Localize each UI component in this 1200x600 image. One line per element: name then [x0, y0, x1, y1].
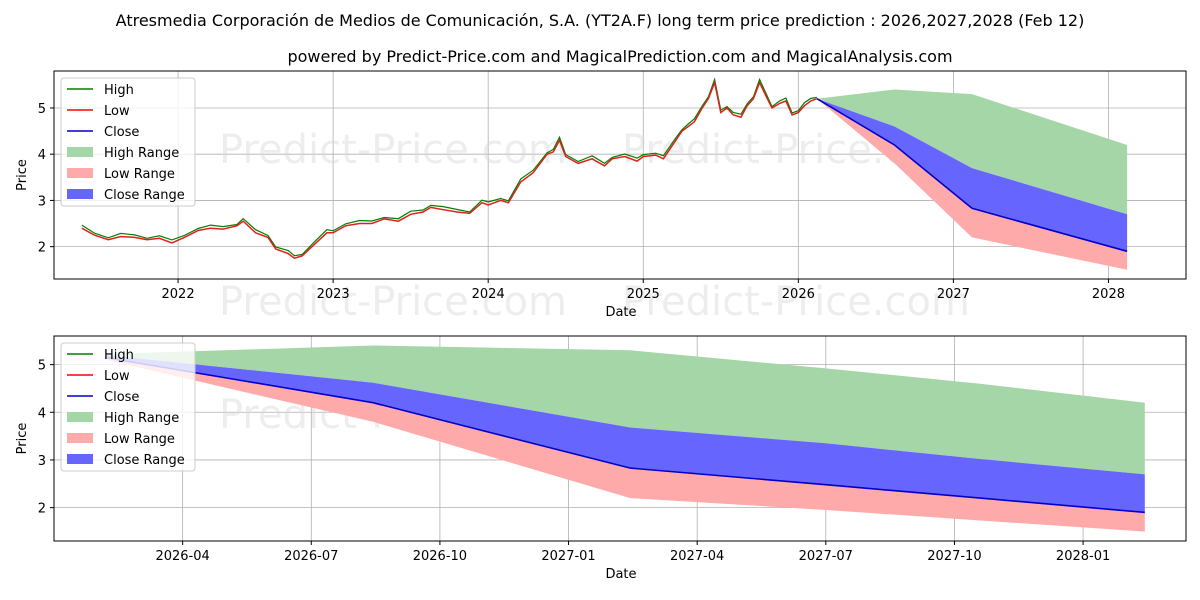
y-tick-label: 3	[38, 194, 46, 209]
high-history-line	[81, 77, 818, 257]
y-axis-label: Price	[15, 159, 30, 191]
x-tick-label: 2027	[937, 287, 970, 302]
legend-label: Close	[104, 125, 139, 140]
history-panel: Predict-Price.com Predict-Price.com Predic…	[15, 70, 1187, 325]
y-tick-label: 5	[38, 102, 46, 117]
high-range-band	[105, 345, 1145, 475]
watermark-text: Predict-Price.com	[219, 279, 567, 325]
plot-area	[81, 77, 1128, 270]
x-axis-label: Date	[605, 305, 636, 320]
plot-frame	[53, 335, 1187, 542]
high-range-band	[816, 89, 1128, 215]
x-tick-label: 2027-07	[799, 549, 853, 564]
legend-label: High	[104, 348, 134, 363]
legend-patch-swatch	[67, 433, 93, 443]
plot-frame	[53, 70, 1187, 280]
close-range-band	[105, 355, 1145, 513]
x-tick-label: 2028-01	[1056, 549, 1110, 564]
y-tick-label: 4	[38, 148, 46, 163]
x-tick-label: 2027-01	[541, 549, 595, 564]
x-tick-label: 2026	[782, 287, 815, 302]
x-tick-label: 2022	[162, 287, 195, 302]
watermark-text: Predict-Price.com	[622, 279, 970, 325]
legend-box	[60, 77, 196, 207]
x-tick-label: 2025	[627, 287, 660, 302]
plot-area	[105, 345, 1145, 532]
legend-patch-swatch	[67, 147, 93, 157]
y-tick-label: 5	[38, 359, 46, 374]
x-tick-label: 2026-10	[413, 549, 467, 564]
y-tick-label: 4	[38, 406, 46, 421]
y-axis-label: Price	[15, 423, 30, 455]
x-tick-label: 2024	[472, 287, 505, 302]
x-tick-label: 2027-04	[670, 549, 724, 564]
legend-patch-swatch	[67, 454, 93, 464]
legend-label: Close	[104, 390, 139, 405]
legend-label: Low	[104, 104, 130, 119]
chart-title: Atresmedia Corporación de Medios de Comu…	[116, 11, 1085, 30]
legend-patch-swatch	[67, 412, 93, 422]
x-tick-label: 2026-04	[155, 549, 209, 564]
legend-label: High Range	[104, 146, 179, 161]
x-tick-label: 2023	[317, 287, 350, 302]
close-range-band	[816, 98, 1128, 252]
legend-box	[60, 342, 196, 472]
y-tick-label: 3	[38, 454, 46, 469]
legend-label: Low Range	[104, 167, 175, 182]
legend-label: Low Range	[104, 432, 175, 447]
legend-label: High Range	[104, 411, 179, 426]
x-axis-label: Date	[605, 567, 636, 582]
chart-subtitle: powered by Predict-Price.com and Magical…	[287, 47, 952, 66]
forecast-panel: Predict-Price.comPredict-Price.com2026-0…	[15, 335, 1187, 582]
x-tick-label: 2028	[1092, 287, 1125, 302]
legend-label: Low	[104, 369, 130, 384]
close-forecast-line	[105, 356, 1145, 514]
y-tick-label: 2	[38, 502, 46, 517]
legend-patch-swatch	[67, 168, 93, 178]
legend-label: Close Range	[104, 453, 185, 468]
close-forecast-line	[816, 98, 1128, 253]
legend: High Low Close High Range Low Range Close Ran…	[60, 342, 196, 472]
legend: High Low Close High Range Low Range Close Ran…	[60, 77, 196, 207]
legend-patch-swatch	[67, 189, 93, 199]
watermark-text: Predict-Price.com	[219, 127, 567, 173]
y-tick-label: 2	[38, 241, 46, 256]
legend-label: High	[104, 83, 134, 98]
low-history-line	[81, 79, 818, 260]
low-range-band	[816, 98, 1128, 270]
x-tick-label: 2026-07	[284, 549, 338, 564]
x-tick-label: 2027-10	[927, 549, 981, 564]
legend-label: Close Range	[104, 188, 185, 203]
low-range-band	[105, 357, 1145, 532]
